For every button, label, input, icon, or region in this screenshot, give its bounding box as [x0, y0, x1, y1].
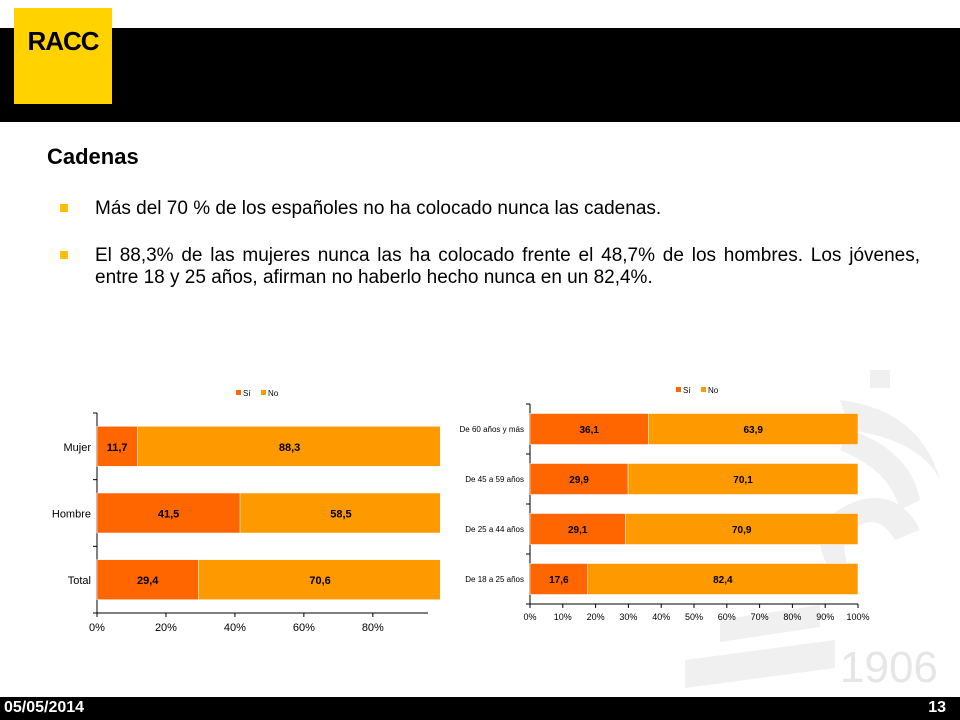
bullet-text: Más del 70 % de los españoles no ha colo…: [95, 198, 662, 219]
x-tick-label: 0%: [523, 612, 536, 622]
page-number: 13: [928, 699, 946, 716]
bar-si: [96, 492, 241, 534]
legend-swatch-no: [701, 387, 706, 392]
bar-si: [529, 563, 588, 595]
chart-gender: Sí No 0% 20% 40% 60% 80% 11,7 88,3 Mujer 41,5 58,5 H…: [52, 389, 440, 634]
x-tick-label: 20%: [155, 622, 177, 634]
data-label: 41,5: [158, 509, 179, 521]
bar-no: [627, 463, 859, 495]
bullet-item: El 88,3% de las mujeres nunca las ha col…: [60, 245, 920, 325]
bar-si: [529, 413, 649, 445]
bar-no: [198, 559, 440, 600]
bar-si: [529, 463, 629, 495]
category-label: De 60 años y más: [460, 425, 524, 434]
x-tick-label: 90%: [816, 612, 834, 622]
data-label: 58,5: [330, 509, 351, 521]
x-tick-label: 50%: [685, 612, 703, 622]
bullet-text: El 88,3% de las mujeres nunca las ha col…: [95, 245, 920, 288]
bullet-square-icon: [60, 204, 68, 212]
bullet-square-icon: [60, 251, 68, 259]
data-label: 70,6: [309, 575, 330, 587]
data-label: 29,1: [568, 525, 588, 536]
x-tick-label: 60%: [718, 612, 736, 622]
legend-swatch-si: [676, 387, 681, 392]
data-label: 17,6: [549, 575, 569, 586]
x-tick-label: 70%: [751, 612, 769, 622]
bar-si: [96, 426, 138, 467]
data-label: 63,9: [743, 425, 763, 436]
header-bar: [0, 28, 960, 122]
data-label: 70,9: [732, 525, 752, 536]
category-label: De 45 a 59 años: [465, 475, 524, 484]
watermark-year: 1906: [840, 643, 938, 692]
bar-no: [239, 492, 440, 534]
category-label: Total: [68, 575, 91, 587]
chart-age: Sí No 0% 10% 20% 30% 40% 50% 60% 70% 80% 90% 100% 36,…: [460, 386, 870, 622]
category-label: De 18 a 25 años: [465, 575, 524, 584]
legend-label-no: No: [268, 389, 279, 398]
legend-label-no: No: [708, 386, 719, 395]
category-label: Hombre: [52, 509, 91, 521]
slide-title: Cadenas: [47, 144, 139, 169]
racc-logo: RACC: [14, 8, 112, 104]
bar-si: [96, 559, 199, 600]
bar-no: [625, 513, 859, 545]
bullet-item: Más del 70 % de los españoles no ha colo…: [60, 198, 920, 224]
x-tick-label: 30%: [619, 612, 637, 622]
bar-no: [648, 413, 859, 445]
data-label: 70,1: [733, 475, 753, 486]
legend-swatch-si: [236, 390, 241, 395]
x-tick-label: 40%: [652, 612, 670, 622]
x-tick-label: 0%: [89, 622, 105, 634]
data-label: 82,4: [713, 575, 733, 586]
x-tick-label: 60%: [293, 622, 315, 634]
x-tick-label: 40%: [224, 622, 246, 634]
data-label: 88,3: [279, 442, 300, 454]
category-label: Mujer: [63, 442, 91, 454]
x-tick-label: 80%: [783, 612, 801, 622]
category-label: De 25 a 44 años: [465, 525, 524, 534]
legend-label-si: Sí: [243, 389, 251, 398]
logo-text: RACC: [27, 26, 99, 56]
x-tick-label: 10%: [554, 612, 572, 622]
legend-swatch-no: [261, 390, 266, 395]
bar-no: [587, 563, 859, 595]
data-label: 11,7: [107, 442, 128, 454]
footer-bar: 05/05/2014 13: [0, 697, 960, 720]
legend-label-si: Sí: [683, 386, 691, 395]
data-label: 29,4: [137, 575, 159, 587]
x-tick-label: 80%: [362, 622, 384, 634]
x-tick-label: 20%: [587, 612, 605, 622]
bar-no: [137, 426, 440, 467]
footer-date: 05/05/2014: [4, 699, 85, 716]
x-tick-label: 100%: [846, 612, 869, 622]
data-label: 36,1: [579, 425, 599, 436]
data-label: 29,9: [569, 475, 589, 486]
